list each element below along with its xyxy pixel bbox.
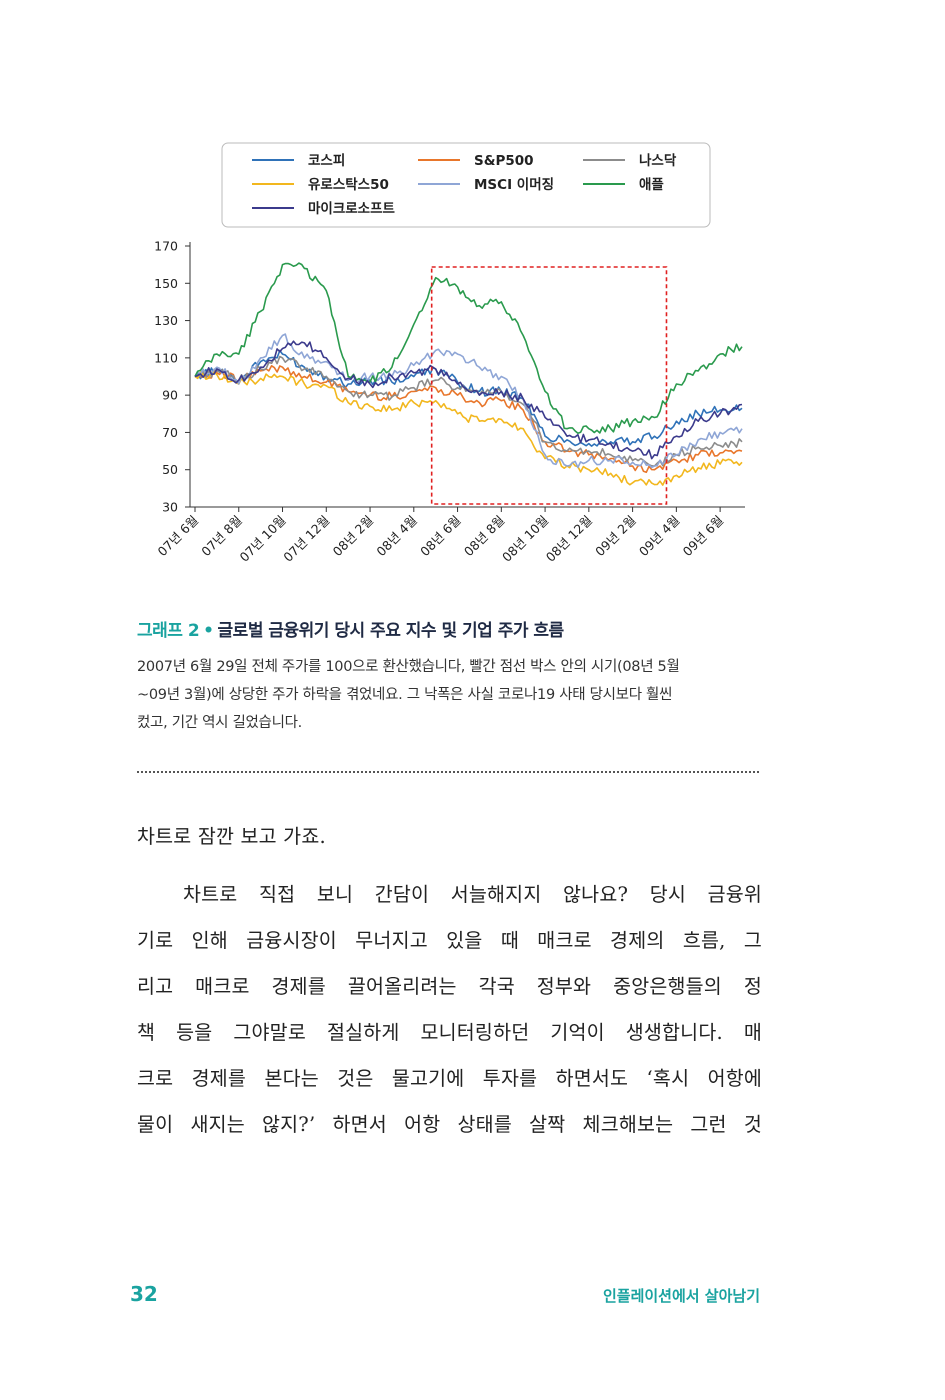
page-number: 32 xyxy=(130,1282,158,1306)
x-tick-label: 08년 6월 xyxy=(417,513,464,560)
body-first-line: 차트로 잠깐 보고 가죠. xyxy=(137,825,326,848)
series-line xyxy=(194,262,743,434)
legend-label: 나스닥 xyxy=(639,152,677,169)
y-tick-label: 170 xyxy=(154,239,178,254)
legend-label: 유로스탁스50 xyxy=(308,176,389,193)
caption-title-text: 글로벌 금융위기 당시 주요 지수 및 기업 주가 흐름 xyxy=(217,621,565,641)
caption-title: 그래프 2 • 글로벌 금융위기 당시 주요 지수 및 기업 주가 흐름 xyxy=(137,616,564,641)
series-line xyxy=(194,340,743,460)
caption-label: 그래프 2 xyxy=(137,621,200,641)
caption-line: 컸고, 기간 역시 길었습니다. xyxy=(137,715,302,731)
legend-label: 코스피 xyxy=(308,153,345,169)
series-lines xyxy=(194,262,743,486)
x-tick-label: 09년 6월 xyxy=(680,513,727,560)
y-tick-label: 70 xyxy=(162,425,178,440)
caption-bullet: • xyxy=(203,621,214,641)
x-tick-label: 07년 10월 xyxy=(236,513,288,565)
y-tick-label: 110 xyxy=(154,350,178,365)
dotted-divider xyxy=(137,771,759,773)
body-line: 리고 매크로 경제를 끌어올리려는 각국 정부와 중앙은행들의 정 xyxy=(137,975,762,998)
body-text: 차트로 잠깐 보고 가죠. 차트로 직접 보니 간담이 서늘해지지 않나요? 당… xyxy=(137,814,762,1148)
x-tick-label: 07년 6월 xyxy=(155,513,202,560)
series-line xyxy=(194,333,743,469)
series-line xyxy=(194,349,743,447)
body-line: 차트로 직접 보니 간담이 서늘해지지 않나요? 당시 금융위 xyxy=(183,883,762,906)
series-line xyxy=(194,365,743,474)
x-tick-label: 09년 2월 xyxy=(592,513,639,560)
y-tick-label: 150 xyxy=(154,276,178,291)
x-tick-label: 08년 4월 xyxy=(373,513,420,560)
x-tick-label: 08년 2월 xyxy=(330,513,377,560)
book-title: 인플레이션에서 살아남기 xyxy=(602,1287,760,1305)
y-tick-label: 30 xyxy=(162,500,178,515)
series-line xyxy=(194,371,743,486)
body-line: 기로 인해 금융시장이 무너지고 있을 때 매크로 경제의 흐름, 그 xyxy=(137,929,762,952)
x-tick-label: 08년 12월 xyxy=(543,513,595,565)
x-tick-label: 08년 10월 xyxy=(499,513,551,565)
legend-label: 마이크로소프트 xyxy=(308,200,396,217)
legend-label: S&P500 xyxy=(474,153,534,169)
legend-label: MSCI 이머징 xyxy=(474,176,554,193)
caption-line: 2007년 6월 29일 전체 주가를 100으로 환산했습니다, 빨간 점선 … xyxy=(137,659,680,675)
highlight-box xyxy=(430,266,668,505)
body-line: 책 등을 그야말로 절실하게 모니터링하던 기억이 생생합니다. 매 xyxy=(137,1021,762,1044)
legend-label: 애플 xyxy=(639,177,664,193)
y-axis: 170 150 130 110 90 70 50 30 xyxy=(154,239,191,515)
body-line: 물이 새지는 않지?’ 하면서 어항 상태를 살짝 체크해보는 그런 것 xyxy=(137,1113,762,1136)
y-tick-label: 90 xyxy=(162,388,178,403)
caption-body: 2007년 6월 29일 전체 주가를 100으로 환산했습니다, 빨간 점선 … xyxy=(137,653,762,737)
y-tick-label: 130 xyxy=(154,313,178,328)
x-tick-label: 09년 4월 xyxy=(636,513,683,560)
x-tick-label: 07년 12월 xyxy=(280,513,332,565)
y-tick-label: 50 xyxy=(162,462,178,477)
caption-line: ~09년 3월)에 상당한 주가 하락을 겪었네요. 그 낙폭은 사실 코로나1… xyxy=(137,687,673,703)
body-line: 크로 경제를 본다는 것은 물고기에 투자를 하면서도 ‘혹시 어항에 xyxy=(137,1067,762,1090)
